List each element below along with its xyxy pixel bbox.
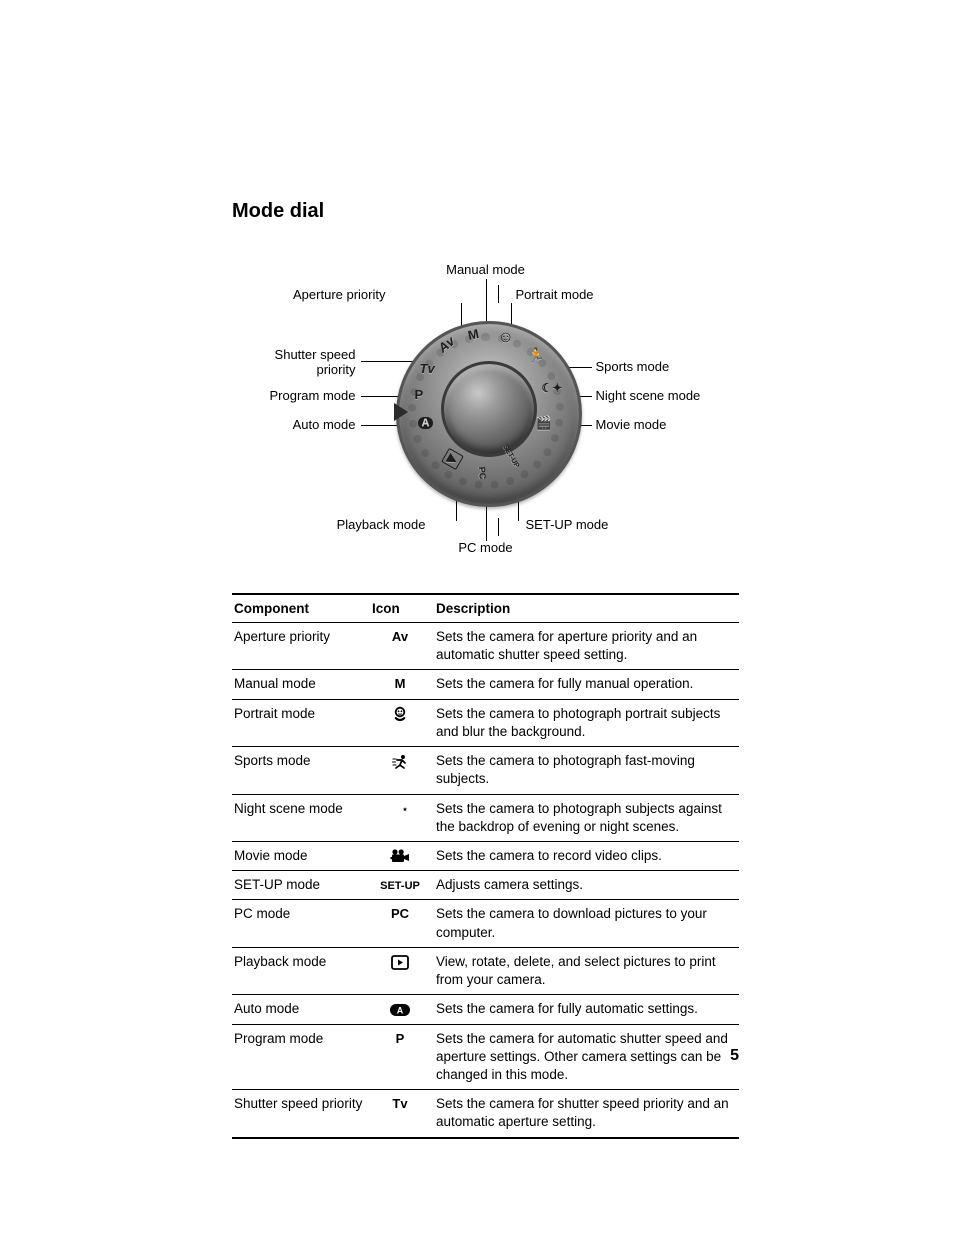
table-cell-description: Sets the camera to photograph portrait s… bbox=[434, 699, 739, 746]
table-cell-icon bbox=[370, 794, 434, 841]
label-sports-mode: Sports mode bbox=[596, 360, 736, 375]
table-row: Movie mode Sets the camera to record vid… bbox=[232, 841, 739, 870]
table-cell-icon: SET-UP bbox=[370, 871, 434, 900]
label-night-scene-mode: Night scene mode bbox=[596, 389, 756, 404]
svg-text:A: A bbox=[397, 1005, 404, 1015]
table-row: Auto mode A Sets the camera for fully au… bbox=[232, 995, 739, 1024]
table-cell-description: View, rotate, delete, and select picture… bbox=[434, 947, 739, 994]
table-cell-description: Sets the camera for fully manual operati… bbox=[434, 670, 739, 699]
table-cell-component: Program mode bbox=[232, 1024, 370, 1090]
mode-dial-pointer bbox=[394, 403, 408, 421]
table-header-description: Description bbox=[434, 594, 739, 623]
table-row: PC modePCSets the camera to download pic… bbox=[232, 900, 739, 947]
table-cell-icon: Av bbox=[370, 623, 434, 670]
leader-line bbox=[486, 285, 487, 286]
movie-icon bbox=[390, 849, 410, 863]
portrait-icon bbox=[391, 706, 409, 722]
dial-glyph-night-icon: ☾✦ bbox=[542, 381, 563, 395]
leader-line bbox=[361, 361, 416, 362]
table-row: Manual modeMSets the camera for fully ma… bbox=[232, 670, 739, 699]
mode-dial-diagram: Manual mode Aperture priority Portrait m… bbox=[236, 263, 736, 563]
label-shutter-speed-priority: Shutter speedpriority bbox=[226, 348, 356, 378]
label-movie-mode: Movie mode bbox=[596, 418, 736, 433]
table-row: Shutter speed priorityTvSets the camera … bbox=[232, 1090, 739, 1138]
table-cell-icon: P bbox=[370, 1024, 434, 1090]
table-cell-component: Manual mode bbox=[232, 670, 370, 699]
table-row: Program modePSets the camera for automat… bbox=[232, 1024, 739, 1090]
table-cell-description: Sets the camera for fully automatic sett… bbox=[434, 995, 739, 1024]
table-cell-component: Night scene mode bbox=[232, 794, 370, 841]
label-program-mode: Program mode bbox=[226, 389, 356, 404]
mode-dial-hub bbox=[441, 361, 537, 457]
sports-icon bbox=[390, 754, 410, 770]
table-cell-icon: M bbox=[370, 670, 434, 699]
table-cell-icon: Tv bbox=[370, 1090, 434, 1138]
label-manual-mode: Manual mode bbox=[436, 263, 536, 278]
table-cell-component: Movie mode bbox=[232, 841, 370, 870]
dial-glyph-pc: PC bbox=[476, 466, 487, 479]
table-row: Aperture priorityAvSets the camera for a… bbox=[232, 623, 739, 670]
table-header-row: Component Icon Description bbox=[232, 594, 739, 623]
table-cell-component: Auto mode bbox=[232, 995, 370, 1024]
table-cell-icon bbox=[370, 841, 434, 870]
dial-glyph-tv: Tv bbox=[420, 361, 435, 376]
label-aperture-priority: Aperture priority bbox=[276, 288, 386, 303]
table-cell-component: Playback mode bbox=[232, 947, 370, 994]
dial-glyph-portrait-icon: ☺ bbox=[498, 329, 514, 347]
table-cell-component: Shutter speed priority bbox=[232, 1090, 370, 1138]
label-playback-mode: Playback mode bbox=[306, 518, 426, 533]
leader-separator bbox=[498, 518, 499, 536]
table-cell-component: Portrait mode bbox=[232, 699, 370, 746]
table-header-icon: Icon bbox=[370, 594, 434, 623]
table-cell-component: SET-UP mode bbox=[232, 871, 370, 900]
table-row: SET-UP modeSET-UPAdjusts camera settings… bbox=[232, 871, 739, 900]
manual-page: Mode dial Manual mode Aperture priority … bbox=[0, 0, 954, 1235]
night-icon bbox=[391, 801, 409, 817]
table-cell-description: Sets the camera to photograph subjects a… bbox=[434, 794, 739, 841]
table-cell-icon bbox=[370, 947, 434, 994]
playback-icon bbox=[391, 955, 409, 970]
table-cell-component: Aperture priority bbox=[232, 623, 370, 670]
table-row: Portrait mode Sets the camera to photogr… bbox=[232, 699, 739, 746]
table-cell-description: Sets the camera to record video clips. bbox=[434, 841, 739, 870]
table-header-component: Component bbox=[232, 594, 370, 623]
table-cell-icon bbox=[370, 699, 434, 746]
label-pc-mode: PC mode bbox=[436, 541, 536, 556]
section-title: Mode dial bbox=[232, 200, 739, 223]
table-cell-icon bbox=[370, 747, 434, 794]
table-row: Night scene mode Sets the camera to phot… bbox=[232, 794, 739, 841]
dial-glyph-movie-icon: 🎬 bbox=[536, 415, 552, 431]
label-portrait-mode: Portrait mode bbox=[516, 288, 636, 303]
table-cell-icon: A bbox=[370, 995, 434, 1024]
dial-glyph-auto-icon: A bbox=[418, 417, 434, 429]
label-setup-mode: SET-UP mode bbox=[526, 518, 646, 533]
table-cell-component: Sports mode bbox=[232, 747, 370, 794]
leader-separator bbox=[498, 285, 499, 303]
table-cell-description: Sets the camera for automatic shutter sp… bbox=[434, 1024, 739, 1090]
table-row: Playback mode View, rotate, delete, and … bbox=[232, 947, 739, 994]
table-cell-description: Sets the camera for shutter speed priori… bbox=[434, 1090, 739, 1138]
page-number: 5 bbox=[730, 1047, 739, 1065]
table-cell-description: Sets the camera for aperture priority an… bbox=[434, 623, 739, 670]
table-cell-description: Sets the camera to photograph fast-movin… bbox=[434, 747, 739, 794]
dial-glyph-sports-icon: 🏃 bbox=[528, 347, 545, 364]
table-row: Sports mode Sets the camera to photograp… bbox=[232, 747, 739, 794]
table-cell-component: PC mode bbox=[232, 900, 370, 947]
label-auto-mode: Auto mode bbox=[226, 418, 356, 433]
table-cell-description: Adjusts camera settings. bbox=[434, 871, 739, 900]
table-cell-icon: PC bbox=[370, 900, 434, 947]
mode-description-table: Component Icon Description Aperture prio… bbox=[232, 593, 739, 1139]
table-cell-description: Sets the camera to download pictures to … bbox=[434, 900, 739, 947]
dial-glyph-p: P bbox=[415, 387, 424, 402]
auto-icon: A bbox=[389, 1003, 411, 1017]
leader-line bbox=[361, 396, 401, 397]
